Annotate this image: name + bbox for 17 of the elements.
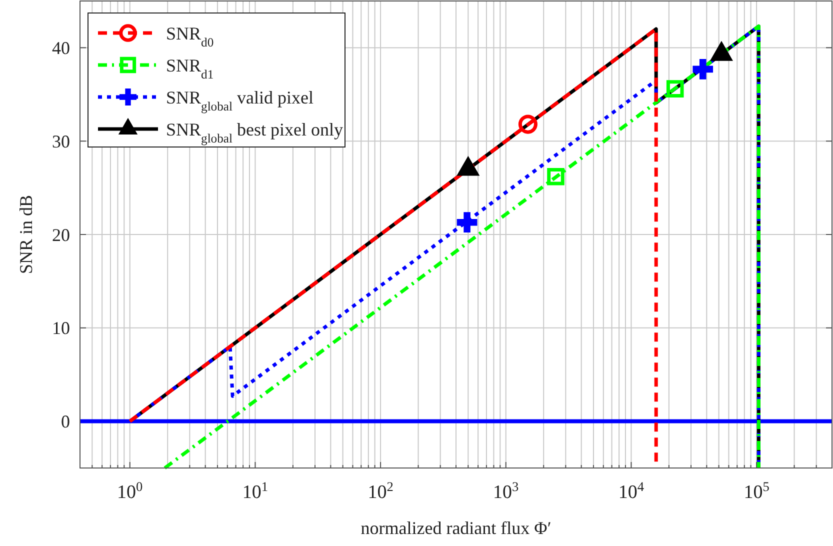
y-tick-label: 30 [52,131,70,152]
x-tick-label: 10$^{1}$ [242,478,268,503]
x-tick-label: 10$^{0}$ [117,478,144,503]
legend-label: SNR$_{d0}$ [166,23,214,50]
y-tick-label: 10 [52,318,70,338]
y-axis-title: SNR in dB [16,194,36,274]
y-tick-label: 0 [61,412,70,432]
legend-label: SNR$_{d1}$ [166,55,214,82]
x-tick-label: 10$^{5}$ [744,478,770,503]
x-tick-label: 10$^{4}$ [618,478,644,503]
legend-label: SNR$_{global}$ best pixel only [166,119,343,146]
x-tick-label: 10$^{3}$ [493,478,520,503]
x-axis-title: normalized radiant flux Φ′ [360,518,552,538]
y-tick-label: 20 [52,224,70,245]
legend-label: SNR$_{global}$ valid pixel [166,87,314,114]
y-tick-label: 40 [52,38,70,58]
x-tick-label: 10$^{2}$ [368,478,394,503]
